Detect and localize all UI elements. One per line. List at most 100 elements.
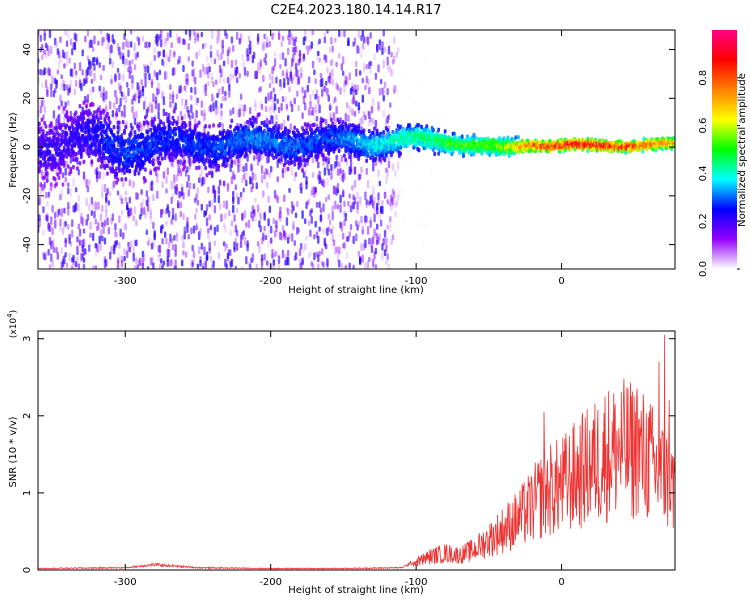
heatmap-cell <box>336 204 340 210</box>
heatmap-cell <box>394 85 397 93</box>
heatmap-cell <box>149 101 152 108</box>
heatmap-cell <box>311 30 315 36</box>
heatmap-cell <box>382 86 385 95</box>
heatmap-cell <box>245 256 248 265</box>
heatmap-cell <box>204 158 208 163</box>
heatmap-cell <box>94 265 97 269</box>
heatmap-cell <box>358 257 362 264</box>
heatmap-cell <box>280 102 283 111</box>
heatmap-cell <box>82 100 86 105</box>
heatmap-cell <box>188 35 192 41</box>
heatmap-cell <box>314 220 317 228</box>
heatmap-cell <box>203 177 206 185</box>
heatmap-cell <box>237 158 240 167</box>
heatmap-cell <box>322 118 325 123</box>
heatmap-cell <box>337 148 341 154</box>
heatmap-cell <box>212 260 215 268</box>
heatmap-cell <box>381 199 384 206</box>
heatmap-cell <box>234 265 238 269</box>
heatmap-cell <box>120 209 124 216</box>
heatmap-cell <box>57 137 61 143</box>
heatmap-cell <box>166 53 169 62</box>
heatmap-cell <box>49 182 53 187</box>
heatmap-cell <box>331 45 334 53</box>
heatmap-cell <box>343 84 346 94</box>
heatmap-cell <box>229 149 232 154</box>
heatmap-cell <box>171 244 175 251</box>
heatmap-cell <box>233 212 236 222</box>
heatmap-cell <box>174 265 177 269</box>
heatmap-cell <box>310 41 313 49</box>
heatmap-cell <box>154 96 158 104</box>
heatmap-cell <box>93 63 96 71</box>
heatmap-cell <box>266 260 269 266</box>
heatmap-cell <box>74 187 78 193</box>
heatmap-cell <box>228 79 231 86</box>
heatmap-cell <box>144 65 147 73</box>
heatmap-cell <box>226 76 230 84</box>
heatmap-cell <box>403 187 406 197</box>
heatmap-cell <box>318 38 321 45</box>
heatmap-cell <box>134 134 138 140</box>
heatmap-cell <box>322 262 325 268</box>
heatmap-cell <box>258 66 261 74</box>
heatmap-cell <box>201 43 205 50</box>
heatmap-cell <box>289 74 293 82</box>
heatmap-cell <box>310 185 313 192</box>
heatmap-cell <box>77 132 81 137</box>
heatmap-cell <box>197 120 201 125</box>
heatmap-cell <box>322 227 325 235</box>
heatmap-cell <box>330 69 333 78</box>
heatmap-cell <box>328 219 332 226</box>
heatmap-cell <box>360 50 363 59</box>
heatmap-cell <box>54 218 57 224</box>
heatmap-cell <box>183 39 186 46</box>
heatmap-cell <box>262 43 265 52</box>
heatmap-cell <box>208 214 211 221</box>
heatmap-cell <box>263 120 266 125</box>
heatmap-cell <box>179 201 183 209</box>
heatmap-cell <box>82 171 86 180</box>
heatmap-cell <box>65 123 69 128</box>
heatmap-cell <box>211 199 214 207</box>
heatmap-cell <box>43 33 46 41</box>
heatmap-cell <box>288 38 291 46</box>
heatmap-cell <box>59 94 62 103</box>
heatmap-cell <box>273 103 277 111</box>
heatmap-cell <box>102 36 105 43</box>
heatmap-cell <box>319 72 323 79</box>
heatmap-cell <box>361 30 365 37</box>
heatmap-cell <box>220 114 223 121</box>
heatmap-cell <box>203 108 206 117</box>
heatmap-cell <box>180 183 184 193</box>
heatmap-cell <box>60 83 63 91</box>
heatmap-cell <box>234 157 238 166</box>
heatmap-cell <box>335 61 338 68</box>
heatmap-cell <box>343 172 346 180</box>
heatmap-cell <box>116 125 120 130</box>
heatmap-cell <box>141 35 145 42</box>
heatmap-cell <box>242 137 245 143</box>
heatmap-cell <box>230 36 234 44</box>
heatmap-cell <box>277 30 281 40</box>
heatmap-cell <box>57 163 61 168</box>
heatmap-cell <box>91 86 95 93</box>
heatmap-cell <box>53 157 57 162</box>
heatmap-cell <box>221 122 224 131</box>
heatmap-cell <box>324 125 328 131</box>
heatmap-cell <box>404 161 408 170</box>
heatmap-cell <box>234 184 238 191</box>
heatmap-cell <box>396 47 400 54</box>
heatmap-cell <box>144 178 147 183</box>
heatmap-cell <box>290 76 294 84</box>
heatmap-cell <box>161 208 164 215</box>
heatmap-cell <box>101 37 104 47</box>
heatmap-cell <box>146 106 150 113</box>
heatmap-cell <box>223 163 227 169</box>
heatmap-cell <box>68 57 71 64</box>
heatmap-cell <box>209 44 213 51</box>
heatmap-cell <box>382 129 386 135</box>
heatmap-cell <box>382 59 385 69</box>
heatmap-cell <box>218 87 222 96</box>
